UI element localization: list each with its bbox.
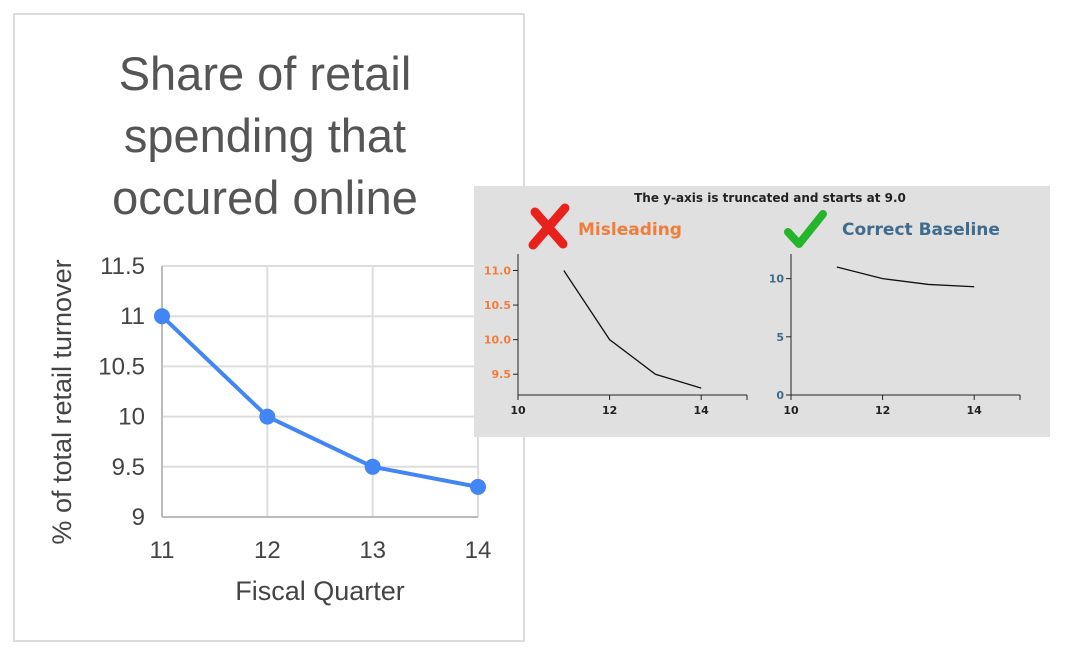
y-axis-title: % of total retail turnover	[47, 259, 77, 544]
chart-title-line: spending that	[124, 109, 406, 162]
y-tick-label: 11.5	[100, 253, 145, 280]
correct-x-tick-label: 12	[875, 404, 890, 417]
correct-x-tick-label: 10	[783, 404, 799, 417]
y-tick-label: 10	[118, 404, 145, 431]
misleading-x-tick-label: 14	[694, 404, 710, 417]
misleading-y-tick-label: 10.0	[484, 334, 511, 347]
x-tick-label: 11	[150, 537, 175, 564]
inset-caption: The y-axis is truncated and starts at 9.…	[634, 191, 906, 205]
correct-y-tick-label: 5	[776, 331, 784, 344]
correct-y-tick-label: 10	[769, 273, 785, 286]
check-stroke	[784, 210, 827, 248]
data-point	[364, 458, 381, 475]
misleading-y-tick-label: 9.5	[492, 368, 512, 381]
correct-title: Correct Baseline	[842, 220, 1000, 240]
series-line	[160, 314, 479, 489]
correct-y-tick-label: 0	[776, 389, 784, 402]
x-tick-label: 12	[254, 537, 281, 564]
comparison-inset: The y-axis is truncated and starts at 9.…	[474, 186, 1050, 437]
misleading-x-tick-label: 10	[510, 404, 526, 417]
y-tick-label: 10.5	[98, 353, 145, 380]
y-tick-label: 9.5	[112, 454, 145, 481]
data-point	[259, 408, 276, 425]
misleading-x-tick-label: 12	[602, 404, 617, 417]
correct-series-line	[836, 266, 975, 288]
checkmark-icon	[784, 210, 827, 248]
correct-x-tick-label: 14	[967, 404, 983, 417]
misleading-y-tick-label: 11.0	[484, 264, 511, 277]
x-tick-label: 13	[359, 537, 386, 564]
x-tick-label: 14	[465, 537, 492, 564]
chart-title-line: occured online	[112, 171, 418, 224]
comparison-charts: The y-axis is truncated and starts at 9.…	[484, 191, 1021, 417]
misleading-y-tick-label: 10.5	[484, 299, 511, 312]
chart-title-line: Share of retail	[119, 47, 412, 100]
main-chart: Share of retail spending that occured onli…	[47, 47, 492, 606]
misleading-series-line	[563, 270, 702, 389]
y-tick-label: 9	[132, 504, 145, 531]
y-tick-label: 11	[120, 303, 145, 330]
main-chart-card: Share of retail spending that occured onli…	[13, 13, 525, 642]
cross-stroke	[528, 203, 570, 250]
cross-icon	[528, 203, 570, 250]
x-axis-title: Fiscal Quarter	[235, 576, 405, 606]
data-point	[154, 308, 170, 325]
misleading-title: Misleading	[578, 220, 682, 240]
data-point	[470, 478, 486, 495]
